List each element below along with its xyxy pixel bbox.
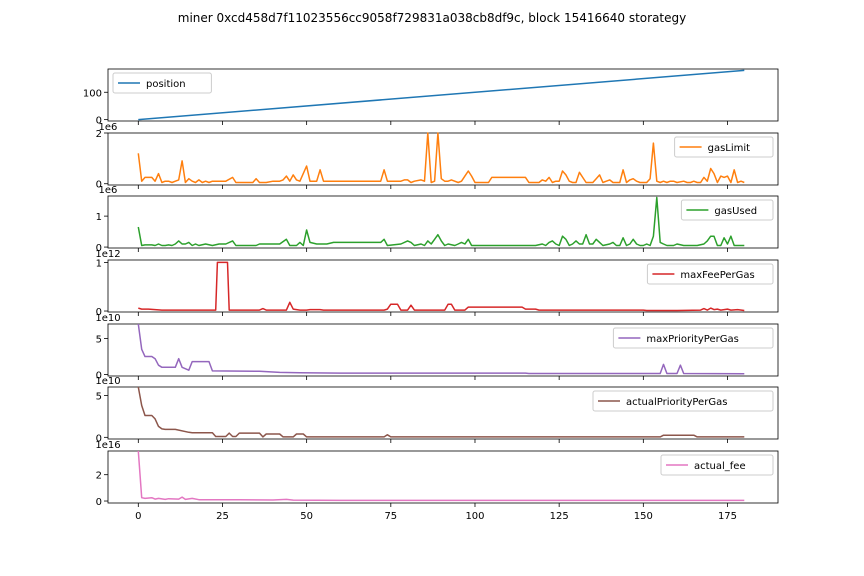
x-tick-label: 125 [550,511,569,522]
axes-frame [107,323,779,377]
offset-text: 1e10 [95,313,120,324]
x-tick-label: 175 [718,511,737,522]
offset-text: 1e10 [95,376,120,387]
legend-label: actual_fee [694,461,746,472]
series-line-position [138,69,745,121]
subplot-maxPriorityPerGas: 0 5 1e10 maxPriorityPerGas [95,313,779,382]
legend-frame [674,136,774,158]
y-tick-label: 0 [96,497,102,508]
figure-title: miner 0xcd458d7f11023556cc9058f729831a03… [178,11,686,25]
x-tick-label: 25 [216,511,229,522]
y-tick-label: 1 [96,258,102,269]
subplot-actualPriorityPerGas: 0 5 1e10 actualPriorityPerGas [95,376,779,444]
x-tick-label: 75 [384,511,397,522]
axes-frame [107,259,779,313]
offset-text: 1e16 [95,440,120,451]
subplot-actual_fee: 0 2 1e16 0 25 50 75 100 125 150 175 actual_fee [95,440,779,522]
axes-frame [107,386,779,440]
legend-label: actualPriorityPerGas [626,397,727,408]
y-tick-label: 0 [96,180,102,191]
subplot-gasUsed: 0 1 1e6 gasUsed [96,185,779,254]
y-tick-label: 1 [96,212,102,223]
offset-text: 1e6 [99,185,118,196]
series-line-maxFeePerGas [138,261,745,312]
series-line-gasLimit [137,132,745,184]
offset-text: 1e6 [99,122,118,133]
series-line-maxPriorityPerGas [137,323,745,375]
legend: gasUsed [680,199,774,221]
legend-frame [680,199,774,221]
subplots: 0100position021e6gasLimit011e6gasUsed011… [83,68,779,522]
axes-frame [107,132,779,186]
legend-frame [592,390,774,412]
legend-label: position [146,79,186,90]
y-tick-label: 0 [96,307,102,318]
legend: actual_fee [660,454,774,476]
y-tick-label: 2 [96,129,102,140]
legend: gasLimit [674,136,774,158]
y-tick-label: 100 [83,88,102,99]
legend: maxPriorityPerGas [612,327,774,349]
series-line-gasUsed [137,196,745,247]
y-tick-label: 0 [96,243,102,254]
legend-frame [112,72,212,94]
axes-frame [107,450,779,504]
y-tick-label: 0 [96,371,102,382]
legend-label: gasUsed [714,206,757,217]
axes-frame [107,68,779,122]
offset-text: 1e12 [95,249,120,260]
x-tick-label: 150 [634,511,653,522]
legend: position [112,72,212,94]
x-tick-label: 0 [135,511,141,522]
series-line-actualPriorityPerGas [137,386,745,438]
x-tick-label: 50 [300,511,313,522]
axes-frame [107,195,779,249]
legend: maxFeePerGas [646,263,774,285]
y-tick-label: 5 [96,334,102,345]
y-tick-label: 2 [96,471,102,482]
legend: actualPriorityPerGas [592,390,774,412]
x-tick-label: 100 [465,511,484,522]
y-tick-label: 0 [96,433,102,444]
y-tick-label: 0 [96,116,102,127]
legend-label: maxFeePerGas [680,270,754,281]
legend-label: gasLimit [708,143,751,154]
legend-frame [646,263,774,285]
subplot-position: 0 100 position [83,68,779,127]
legend-label: maxPriorityPerGas [646,334,738,345]
legend-frame [660,454,774,476]
legend-frame [612,327,774,349]
series-line-actual_fee [137,450,745,502]
y-tick-label: 5 [96,391,102,402]
